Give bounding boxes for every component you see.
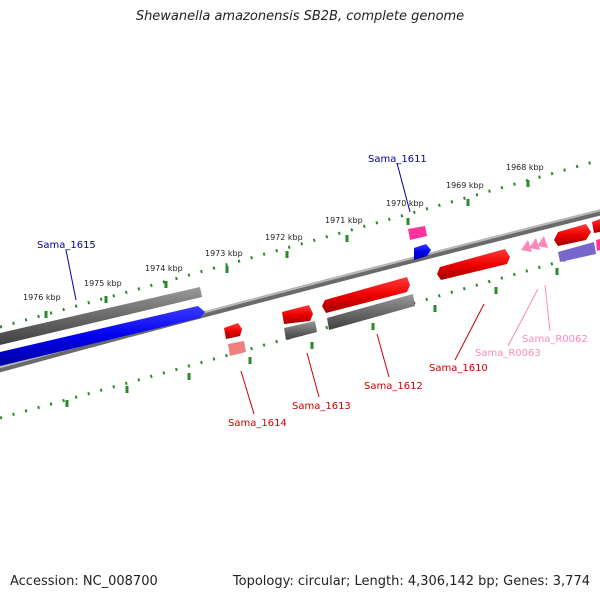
callout-line-1614 (240, 370, 255, 415)
callout-line-1613 (306, 352, 320, 398)
gene-sama-r0062[interactable] (529, 238, 540, 250)
tick-label-1969: 1969 kbp (446, 181, 484, 190)
callout-line-r0062 (544, 284, 551, 332)
gene-red-right[interactable] (554, 224, 591, 246)
gene-sama-r0063[interactable] (521, 240, 532, 252)
gene-pink-edge[interactable] (596, 239, 600, 251)
callout-line-1610 (454, 303, 485, 361)
label-sama-1610: Sama_1610 (429, 363, 488, 374)
major-ticks-outer (44, 180, 530, 318)
gene-bar-gray-left[interactable] (0, 287, 202, 345)
callout-line-r0063 (507, 288, 539, 347)
tick-label-1974: 1974 kbp (145, 264, 183, 273)
tick-label-1970: 1970 kbp (386, 199, 424, 208)
callout-line-1615 (65, 249, 77, 301)
genome-backbone (0, 209, 600, 373)
tick-label-1968: 1968 kbp (506, 163, 544, 172)
gene-purple-right[interactable] (558, 242, 596, 262)
gene-sama-1614[interactable] (224, 323, 242, 339)
gene-sama-1612[interactable] (322, 277, 410, 313)
gene-bar-gray-1612[interactable] (327, 294, 415, 330)
label-sama-1613: Sama_1613 (292, 401, 351, 412)
gene-red-edge[interactable] (592, 219, 600, 233)
major-ticks-inner (65, 268, 559, 407)
gene-sama-1611[interactable] (414, 244, 431, 260)
label-sama-r0063: Sama_R0063 (475, 348, 541, 359)
tick-label-1972: 1972 kbp (265, 233, 303, 242)
gene-sama-1610[interactable] (437, 249, 510, 280)
label-sama-1612: Sama_1612 (364, 381, 423, 392)
genome-info-text: Topology: circular; Length: 4,306,142 bp… (232, 574, 590, 589)
callout-line-1612 (376, 333, 390, 378)
accession-text: Accession: NC_008700 (10, 574, 158, 589)
gene-sama-1613[interactable] (282, 305, 313, 324)
tick-label-1975: 1975 kbp (84, 279, 122, 288)
gene-bar-gray-1613[interactable] (284, 321, 317, 340)
label-sama-r0062: Sama_R0062 (522, 334, 588, 345)
label-sama-1615: Sama_1615 (37, 240, 96, 251)
tick-label-1971: 1971 kbp (325, 216, 363, 225)
label-sama-1614: Sama_1614 (228, 418, 287, 429)
tick-label-1976: 1976 kbp (23, 293, 61, 302)
label-sama-1611: Sama_1611 (368, 154, 427, 165)
gene-sama-1615[interactable] (0, 306, 205, 366)
gene-sama-1614-light[interactable] (228, 341, 246, 356)
gene-rna-extra[interactable] (537, 236, 548, 248)
gene-pink-1611[interactable] (408, 226, 427, 240)
callout-line-1611 (396, 162, 411, 213)
tick-label-1973: 1973 kbp (205, 249, 243, 258)
map-title: Shewanella amazonensis SB2B, complete ge… (135, 9, 465, 24)
